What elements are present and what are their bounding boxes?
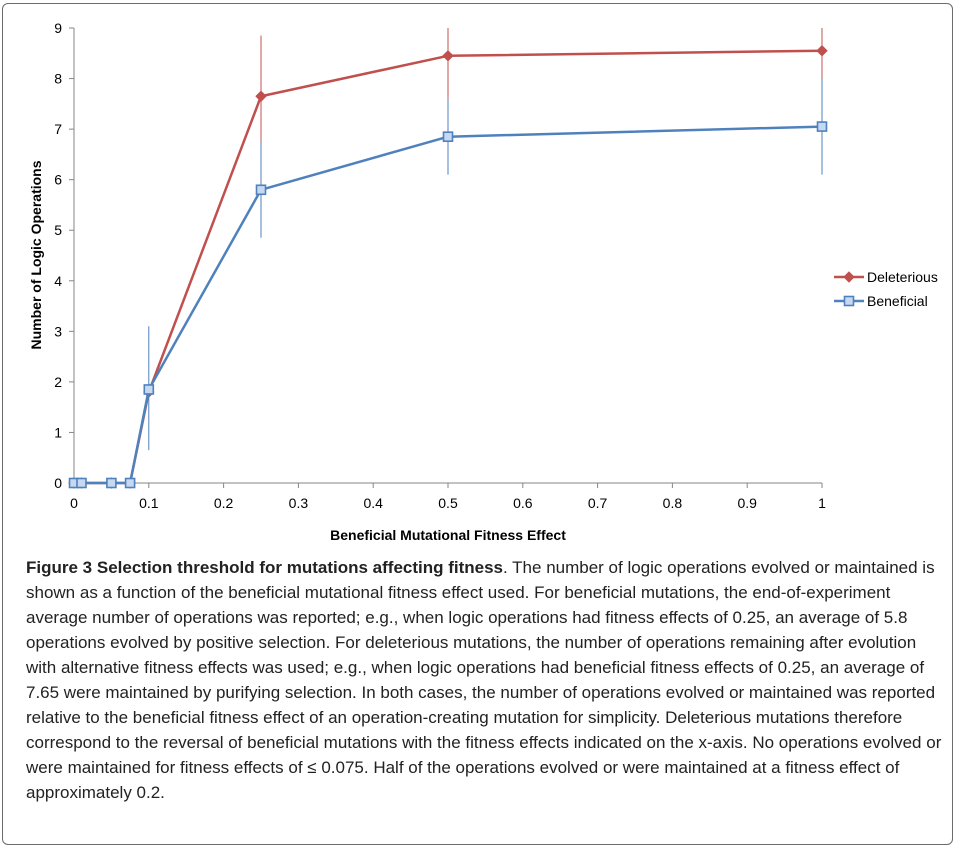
y-tick-label: 3: [54, 323, 62, 339]
x-tick-label: 0.6: [513, 495, 533, 511]
series-beneficial: [68, 78, 828, 489]
y-tick-label: 5: [54, 222, 62, 238]
legend: Deleterious Beneficial: [834, 269, 938, 309]
series-deleterious: [68, 28, 828, 489]
beneficial-point: [816, 121, 828, 132]
axes-layer: 0 1 2 3 4 5 6 7 8 9 0 0.1 0.2 0.3 0.4 0.5 0.6 0.7 0.8 0.9 1: [54, 20, 826, 511]
x-tick-label: 1: [818, 495, 826, 511]
legend-marker-beneficial: [843, 295, 855, 307]
x-tick-label: 0: [70, 495, 78, 511]
y-tick-label: 2: [54, 374, 62, 390]
beneficial-point: [106, 477, 117, 489]
y-tick-label: 9: [54, 20, 62, 36]
y-tick-label: 4: [54, 273, 62, 289]
caption-figure-label: Figure 3: [26, 558, 93, 577]
legend-label-deleterious: Deleterious: [867, 269, 938, 285]
legend-item-beneficial: Beneficial: [834, 293, 928, 309]
figure-caption: Figure 3 Selection threshold for mutatio…: [26, 558, 942, 802]
caption-body: The number of logic operations evolved o…: [26, 558, 942, 802]
deleterious-point: [816, 45, 828, 57]
y-axis-label: Number of Logic Operations: [28, 160, 44, 349]
figure-frame: [2, 3, 953, 845]
beneficial-point: [143, 384, 155, 395]
x-tick-label: 0.1: [139, 495, 159, 511]
y-tick-label: 1: [54, 424, 62, 440]
y-tick-label: 0: [54, 475, 62, 491]
y-tick-label: 8: [54, 71, 62, 87]
deleterious-point: [442, 50, 454, 62]
beneficial-line: [74, 125, 823, 485]
x-axis-label: Beneficial Mutational Fitness Effect: [330, 527, 566, 543]
legend-label-beneficial: Beneficial: [867, 293, 928, 309]
deleterious-point: [255, 90, 267, 102]
beneficial-point: [76, 477, 87, 489]
caption-title: Selection threshold for mutations affect…: [96, 558, 504, 577]
legend-item-deleterious: Deleterious: [834, 269, 938, 285]
x-tick-label: 0.2: [214, 495, 234, 511]
beneficial-point: [124, 477, 136, 489]
x-tick-label: 0.3: [289, 495, 309, 511]
y-tick-label: 6: [54, 172, 62, 188]
x-tick-label: 0.8: [663, 495, 683, 511]
series-layer: [68, 28, 828, 489]
beneficial-point: [442, 131, 454, 142]
legend-marker-deleterious: [843, 271, 855, 283]
x-tick-label: 0.4: [363, 495, 383, 511]
beneficial-point: [255, 184, 267, 196]
y-tick-label: 7: [54, 121, 62, 137]
x-tick-label: 0.5: [438, 495, 458, 511]
x-tick-label: 0.9: [737, 495, 757, 511]
x-tick-label: 0.7: [588, 495, 608, 511]
